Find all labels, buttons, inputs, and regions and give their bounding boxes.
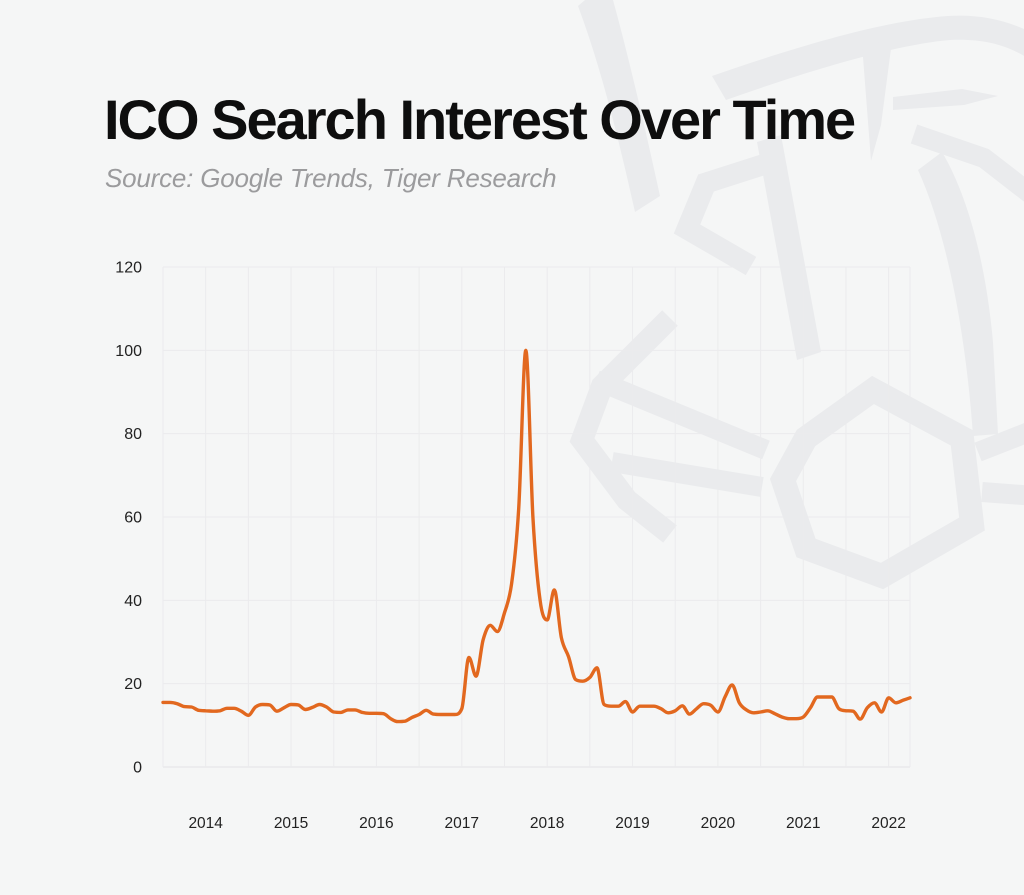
x-tick-label: 2017 — [445, 815, 479, 832]
gridlines — [162, 266, 911, 768]
tiger-left-brow — [673, 148, 788, 276]
tiger-right-cheek-band — [918, 152, 998, 436]
tiger-right-whisker-lower — [981, 482, 1024, 506]
x-tick-label: 2020 — [701, 815, 736, 832]
x-tick-label: 2021 — [786, 815, 820, 832]
y-tick-label: 60 — [124, 510, 142, 527]
y-tick-label: 40 — [124, 593, 142, 610]
y-tick-label: 80 — [124, 426, 142, 443]
x-tick-label: 2014 — [188, 815, 223, 832]
tiger-right-whisker-upper — [974, 423, 1024, 462]
tiger-left-whisker-upper — [592, 370, 770, 460]
x-tick-label: 2018 — [530, 815, 564, 832]
tiger-left-cheek-zigzag — [569, 310, 678, 543]
x-tick-label: 2022 — [871, 815, 905, 832]
tiger-right-brow — [910, 124, 1024, 202]
x-axis-labels: 2014 2015 2016 2017 2018 2019 2020 2021 2022 — [188, 815, 905, 832]
source-caption: Source: Google Trends, Tiger Research — [105, 163, 557, 193]
y-tick-label: 0 — [133, 760, 142, 777]
trend-line — [161, 348, 912, 724]
x-tick-label: 2016 — [359, 815, 393, 832]
y-tick-label: 120 — [115, 260, 142, 277]
tiger-forehead-stripe — [862, 41, 892, 161]
tiger-left-ear-stroke — [578, 0, 660, 212]
tiger-forehead-flick — [893, 89, 998, 110]
x-tick-label: 2015 — [274, 815, 308, 832]
y-tick-label: 20 — [124, 676, 142, 693]
x-tick-label: 2019 — [615, 815, 649, 832]
y-axis-labels: 0 20 40 60 80 100 120 — [115, 260, 142, 777]
tiger-muzzle-outline — [769, 375, 985, 590]
tiger-brow-sweep — [712, 15, 1024, 100]
y-tick-label: 100 — [115, 343, 142, 360]
chart-title: ICO Search Interest Over Time — [104, 88, 856, 151]
tiger-left-whisker-lower — [610, 452, 764, 497]
tiger-nose-bridge-left — [757, 135, 821, 360]
